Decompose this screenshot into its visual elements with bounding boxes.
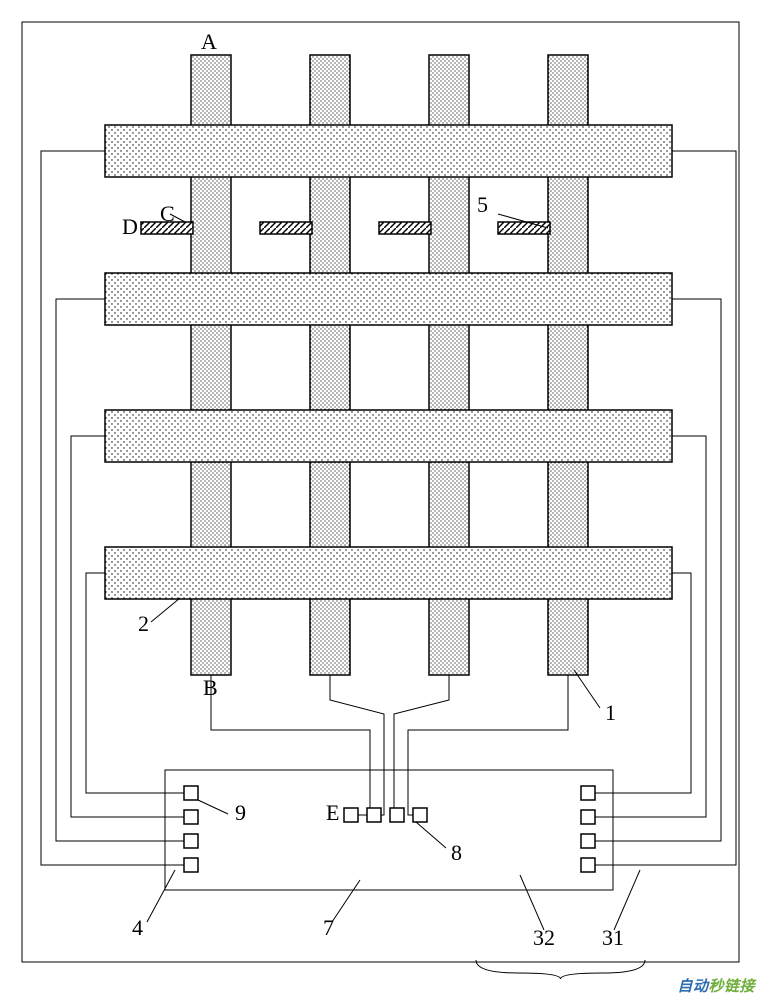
chip-area-7 [165,770,613,890]
hatched-seg-2 [379,222,431,234]
route-h0-left [41,151,184,865]
label-C: C [160,201,175,226]
leader-n9 [198,800,228,814]
label-n8: 8 [451,840,462,865]
pad-right-2 [581,834,595,848]
route-h2-right [595,436,706,817]
wm-char-3: 链 [724,978,740,995]
label-n9: 9 [235,800,246,825]
pad-right-0 [581,786,595,800]
leader-n7 [332,880,360,922]
horizontal-bar-0 [105,125,672,177]
pad-left-2 [184,834,198,848]
horizontal-bar-2 [105,410,672,462]
horizontal-bar-1 [105,273,672,325]
diagram-svg: A B D E 1 2 4 5 7 8 9 31 32 C [0,0,761,1000]
watermark: 自动秒链接 [677,975,755,996]
wm-char-1: 动 [693,978,709,995]
route-h0-right [595,151,736,865]
pad-left-3 [184,858,198,872]
leader-n31 [614,870,640,930]
horizontal-bar-3 [105,547,672,599]
route-h3-left [86,573,184,793]
label-B: B [203,675,218,700]
wm-char-4: 接 [739,978,755,995]
pads-layer [184,786,595,872]
hatched-seg-1 [260,222,312,234]
trace-v2 [394,675,449,770]
label-n4: 4 [132,915,143,940]
label-n2: 2 [138,611,149,636]
wm-char-2: 秒 [708,978,724,995]
leader-n4 [147,870,175,922]
pad-right-3 [581,858,595,872]
label-n5: 5 [477,192,488,217]
routing-front [211,675,568,815]
brace-31-32 [476,960,645,979]
label-A: A [201,29,217,54]
pad-left-1 [184,810,198,824]
label-D: D [122,214,138,239]
route-h2-left [71,436,184,817]
bars-layer [105,55,672,675]
label-E: E [326,800,339,825]
trace-v3 [408,675,568,815]
label-n1: 1 [605,700,616,725]
label-n31: 31 [602,925,624,950]
pad-E-0 [344,808,358,822]
diagram-container: A B D E 1 2 4 5 7 8 9 31 32 C 自动秒链接 [0,0,761,1000]
pad-left-0 [184,786,198,800]
hatched-seg-3 [498,222,550,234]
trace-v0 [211,675,370,815]
trace-v1 [330,675,384,770]
wm-char-0: 自 [677,978,693,995]
leader-n32 [520,875,544,930]
pad-right-1 [581,810,595,824]
pad-E-3 [413,808,427,822]
leader-n2 [151,598,180,622]
pad-E-1 [367,808,381,822]
pad-E-2 [390,808,404,822]
route-h3-right [595,573,691,793]
label-n7: 7 [323,915,334,940]
label-n32: 32 [533,925,555,950]
leader-n8 [416,822,446,848]
